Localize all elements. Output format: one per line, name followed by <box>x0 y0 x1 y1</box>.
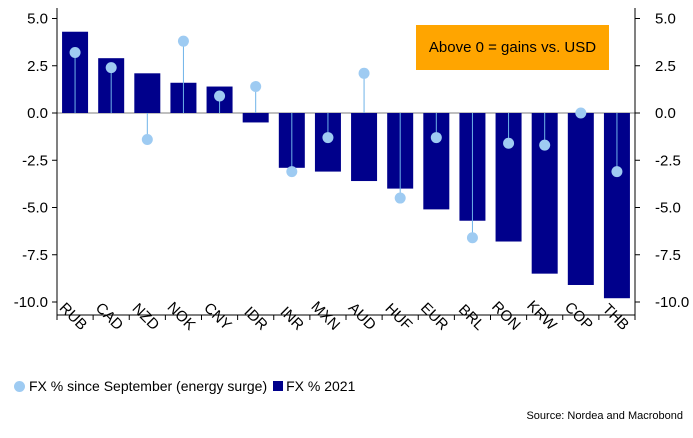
data-point <box>286 166 298 178</box>
x-tick-label: NZD <box>129 300 163 334</box>
legend-dot-swatch <box>14 380 25 392</box>
x-tick-label: EUR <box>417 299 452 334</box>
y-tick-label-left: -7.5 <box>22 247 48 264</box>
x-tick-label: RUB <box>56 299 90 333</box>
bar <box>134 73 161 113</box>
data-point <box>394 192 406 204</box>
data-point <box>250 81 262 93</box>
x-tick-label: MXN <box>308 298 344 334</box>
chart-annotation: Above 0 = gains vs. USD <box>416 25 609 70</box>
legend-item-dots: FX % since September (energy surge) <box>14 378 267 394</box>
data-point <box>539 139 551 151</box>
data-point <box>105 62 117 74</box>
y-tick-label-left: 0.0 <box>27 105 48 122</box>
bar <box>567 113 594 285</box>
x-tick-label: COP <box>561 299 596 334</box>
x-tick-label: CAD <box>92 299 127 334</box>
legend-item-bars: FX % 2021 <box>273 378 355 394</box>
y-tick-label-right: -5.0 <box>655 200 681 217</box>
legend-dot-label: FX % since September (energy surge) <box>29 378 268 394</box>
legend-bar-swatch <box>273 381 284 391</box>
y-tick-label-left: -5.0 <box>22 200 48 217</box>
x-tick-label: HUF <box>382 300 416 334</box>
data-point <box>69 47 81 59</box>
bar-series <box>62 31 630 299</box>
dot-series <box>69 35 623 244</box>
x-tick-label: NOK <box>164 299 199 334</box>
x-tick-label: CNY <box>200 299 234 333</box>
x-tick-label: IDR <box>241 304 271 334</box>
y-tick-label-right: 0.0 <box>655 105 676 122</box>
x-tick-label: INR <box>277 304 307 334</box>
data-point <box>611 166 623 178</box>
x-tick-label: KRW <box>523 297 560 334</box>
data-point <box>503 137 515 149</box>
y-tick-label-right: -10.0 <box>655 294 689 311</box>
bar <box>351 113 378 182</box>
data-point <box>466 232 478 244</box>
axes: 5.0 5.0 2.5 2.5 0.0 0.0 -2.5 -2.5 -5.0 -5.0 -7.5 -7… <box>14 8 689 320</box>
data-point <box>141 133 153 145</box>
bar <box>242 113 269 123</box>
y-tick-label-right: 5.0 <box>655 11 676 28</box>
y-tick-label-right: 2.5 <box>655 58 676 75</box>
category-labels: RUB CAD NZD NOK CNY IDR INR MXN AUD HUF EUR BRL RON K… <box>56 297 632 334</box>
data-point <box>430 132 442 144</box>
data-point <box>358 67 370 79</box>
y-tick-label-right: -7.5 <box>655 247 681 264</box>
y-tick-label-left: 5.0 <box>27 11 48 28</box>
x-tick-label: AUD <box>345 299 380 334</box>
y-tick-label-left: -10.0 <box>14 294 48 311</box>
y-tick-label-left: -2.5 <box>22 152 48 169</box>
data-point <box>322 132 334 144</box>
x-tick-label: BRL <box>455 301 488 334</box>
x-tick-label: THB <box>599 301 632 334</box>
legend: FX % since September (energy surge) FX %… <box>14 378 361 394</box>
data-point <box>575 107 587 119</box>
data-point <box>214 90 226 102</box>
data-point <box>177 35 189 47</box>
legend-bar-label: FX % 2021 <box>286 378 356 394</box>
y-tick-label-left: 2.5 <box>27 58 48 75</box>
y-tick-label-right: -2.5 <box>655 152 681 169</box>
source-note: Source: Nordea and Macrobond <box>526 410 683 422</box>
x-tick-label: RON <box>488 298 524 334</box>
